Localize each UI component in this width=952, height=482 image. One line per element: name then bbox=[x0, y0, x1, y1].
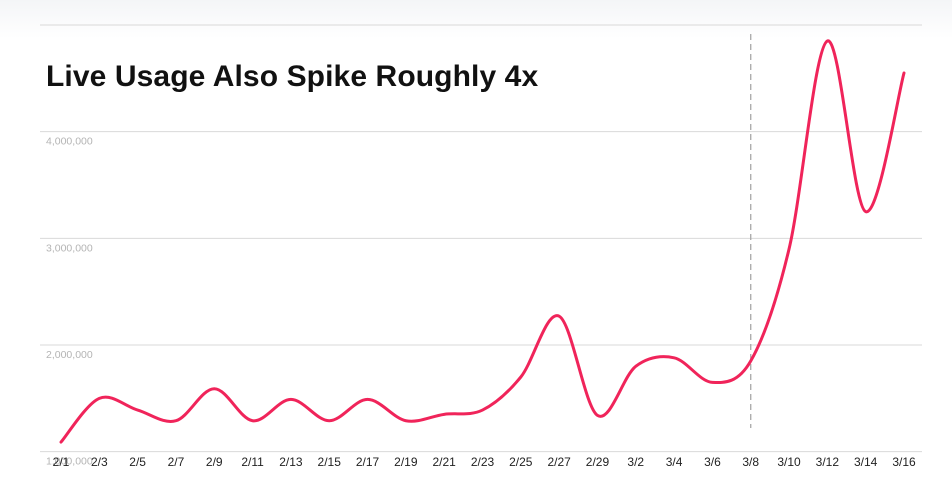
x-tick-label: 3/8 bbox=[742, 455, 759, 469]
x-tick-label: 2/5 bbox=[129, 455, 146, 469]
x-tick-label: 3/4 bbox=[666, 455, 683, 469]
x-tick-label: 2/11 bbox=[241, 455, 264, 469]
x-tick-label: 2/9 bbox=[206, 455, 223, 469]
x-tick-label: 3/6 bbox=[704, 455, 721, 469]
x-tick-label: 2/3 bbox=[91, 455, 108, 469]
x-tick-label: 3/10 bbox=[777, 455, 801, 469]
y-tick-label: 4,000,000 bbox=[46, 136, 93, 148]
x-tick-label: 3/2 bbox=[627, 455, 644, 469]
x-tick-label: 2/13 bbox=[279, 455, 303, 469]
y-tick-label: 2,000,000 bbox=[46, 349, 93, 361]
x-tick-label: 3/14 bbox=[854, 455, 878, 469]
x-tick-label: 2/29 bbox=[586, 455, 610, 469]
x-tick-label: 2/15 bbox=[318, 455, 342, 469]
x-tick-label: 2/25 bbox=[509, 455, 533, 469]
x-tick-label: 2/1 bbox=[53, 455, 70, 469]
series-line bbox=[59, 39, 906, 444]
x-tick-label: 2/7 bbox=[168, 455, 185, 469]
x-tick-label: 3/16 bbox=[892, 455, 916, 469]
y-tick-label: 3,000,000 bbox=[46, 242, 93, 254]
x-tick-label: 2/19 bbox=[394, 455, 418, 469]
x-tick-label: 2/27 bbox=[547, 455, 571, 469]
x-tick-label: 2/21 bbox=[433, 455, 457, 469]
y-tick-label: 1,000,000 bbox=[46, 456, 93, 468]
x-tick-label: 3/12 bbox=[816, 455, 840, 469]
x-tick-label: 2/23 bbox=[471, 455, 495, 469]
x-tick-label: 2/17 bbox=[356, 455, 380, 469]
chart-title: Live Usage Also Spike Roughly 4x bbox=[46, 60, 539, 93]
